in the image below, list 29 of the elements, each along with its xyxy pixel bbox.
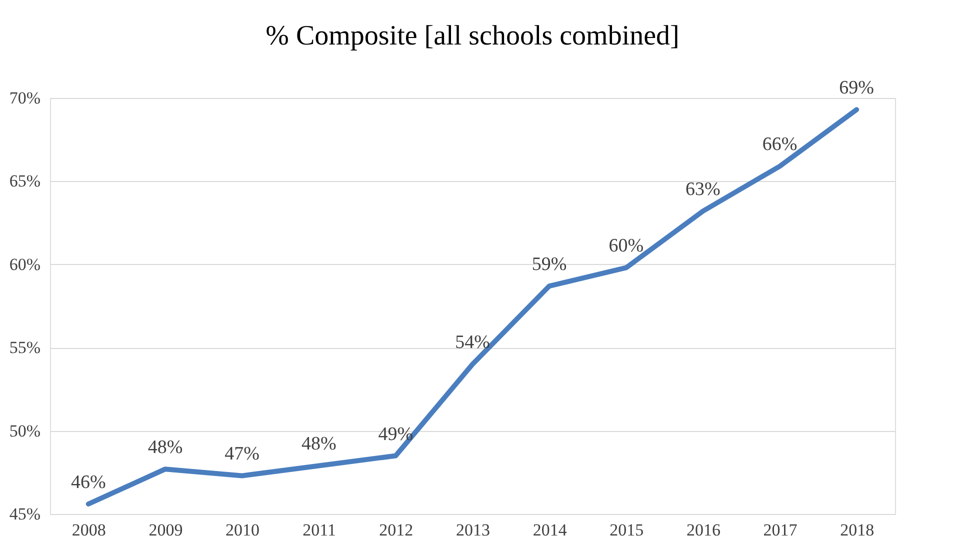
data-label: 63% bbox=[686, 179, 721, 200]
data-label: 48% bbox=[148, 437, 183, 458]
data-label: 54% bbox=[455, 332, 490, 354]
x-tick-label: 2016 bbox=[686, 520, 720, 540]
data-label: 46% bbox=[70, 472, 106, 494]
data-label: 49% bbox=[378, 424, 414, 445]
data-label: 69% bbox=[839, 78, 874, 99]
y-tick-label: 50% bbox=[9, 421, 40, 440]
x-tick-label: 2018 bbox=[840, 520, 874, 540]
y-tick-label: 60% bbox=[9, 254, 40, 274]
y-tick-label: 55% bbox=[9, 338, 40, 358]
y-tick-label: 70% bbox=[9, 88, 40, 108]
x-tick-label: 2009 bbox=[148, 520, 183, 540]
x-tick-label: 2017 bbox=[763, 520, 798, 540]
x-tick-label: 2012 bbox=[379, 520, 414, 540]
x-tick-label: 2010 bbox=[226, 520, 260, 540]
x-tick-label: 2015 bbox=[610, 520, 644, 540]
x-tick-label: 2014 bbox=[532, 520, 568, 540]
data-label: 48% bbox=[301, 434, 336, 455]
x-tick-label: 2008 bbox=[72, 520, 106, 540]
y-tick-label: 45% bbox=[9, 504, 40, 524]
x-tick-label: 2011 bbox=[302, 520, 336, 540]
y-tick-label: 65% bbox=[9, 172, 40, 191]
data-label: 59% bbox=[532, 254, 567, 276]
data-label: 66% bbox=[762, 134, 798, 156]
data-label: 60% bbox=[608, 236, 644, 257]
data-label: 47% bbox=[224, 444, 260, 465]
x-tick-label: 2013 bbox=[456, 520, 490, 540]
chart-title: % Composite [all schools combined] bbox=[266, 20, 680, 52]
